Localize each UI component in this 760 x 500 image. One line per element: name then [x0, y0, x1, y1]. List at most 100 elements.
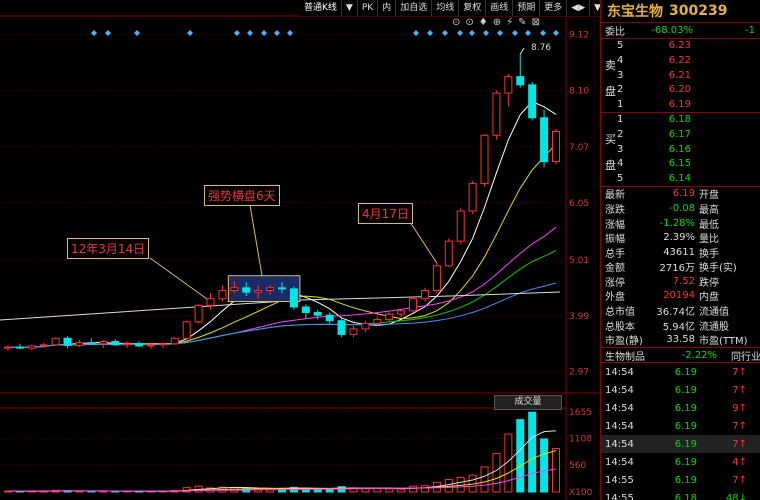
volume-bar[interactable]	[552, 448, 560, 493]
candle-body[interactable]	[146, 344, 155, 347]
volume-bar[interactable]	[504, 433, 513, 493]
kline-chart-area[interactable]: 9.12 8.10 7.07 6.05 5.01 3.99 2.97 1655 1108 560 X…	[0, 0, 607, 500]
candle-body[interactable]	[87, 342, 96, 345]
toolbar-item[interactable]: 复权	[459, 0, 487, 16]
candle-body[interactable]	[206, 298, 215, 306]
event-marker-icon[interactable]	[187, 30, 193, 36]
toolbar-item[interactable]: 更多	[540, 0, 568, 16]
candle-body[interactable]	[278, 287, 286, 290]
volume-bar[interactable]	[397, 488, 406, 493]
event-marker-icon[interactable]	[427, 30, 433, 36]
candle-body[interactable]	[135, 343, 144, 347]
candle-body[interactable]	[27, 345, 36, 349]
tick-row[interactable]: 14:55 6.18 48↓	[601, 489, 760, 500]
toolbar-item[interactable]: 均线	[432, 0, 460, 16]
candle-body[interactable]	[516, 76, 525, 86]
candle-body[interactable]	[468, 183, 477, 212]
candle-body[interactable]	[194, 304, 203, 323]
candle-body[interactable]	[480, 134, 489, 185]
candle-body[interactable]	[325, 314, 334, 322]
event-marker-icon[interactable]	[105, 30, 111, 36]
candle-body[interactable]	[170, 337, 179, 345]
toolbar-item[interactable]: 内	[378, 0, 397, 16]
volume-bar[interactable]	[373, 488, 382, 493]
event-marker-icon[interactable]	[274, 30, 280, 36]
tick-row[interactable]: 14:54 6.19 7↑	[601, 363, 760, 381]
candle-body[interactable]	[182, 321, 191, 339]
candle-body[interactable]	[99, 341, 108, 345]
kline-chart-svg[interactable]: 9.12 8.10 7.07 6.05 5.01 3.99 2.97 1655 1108 560 X…	[0, 0, 600, 500]
chart-tool-icon[interactable]: ♦	[478, 17, 488, 28]
candle-body[interactable]	[39, 344, 48, 347]
volume-title[interactable]: 成交量	[494, 395, 562, 410]
candle-body[interactable]	[373, 319, 382, 324]
event-marker-icon[interactable]	[497, 30, 503, 36]
toolbar-item[interactable]: 普通K线	[300, 0, 342, 16]
candle-body[interactable]	[63, 337, 72, 346]
candle-body[interactable]	[123, 343, 132, 346]
candle-body[interactable]	[456, 210, 465, 242]
volume-bar[interactable]	[516, 419, 525, 493]
tick-row[interactable]: 14:55 6.19 7↑	[601, 471, 760, 489]
tick-row[interactable]: 14:54 6.19 4↑	[601, 453, 760, 471]
volume-bar[interactable]	[480, 466, 489, 493]
tick-row[interactable]: 14:54 6.19 7↑	[601, 381, 760, 399]
volume-bar[interactable]	[528, 411, 537, 493]
chart-tool-icon[interactable]: ⊙	[465, 17, 474, 28]
sector-link[interactable]: 同行业	[731, 351, 760, 363]
event-marker-icon[interactable]	[134, 30, 140, 36]
toolbar-item[interactable]: ◀▶	[567, 0, 591, 16]
candle-body[interactable]	[528, 84, 537, 119]
candle-body[interactable]	[111, 341, 120, 346]
event-marker-icon[interactable]	[413, 30, 419, 36]
chart-tool-icon[interactable]: ✎	[518, 17, 527, 28]
candle-body[interactable]	[504, 76, 513, 94]
toolbar-item[interactable]: PK	[358, 0, 379, 16]
volume-bar[interactable]	[540, 438, 549, 493]
event-marker-icon[interactable]	[261, 30, 267, 36]
candle-body[interactable]	[75, 342, 84, 346]
event-marker-icon[interactable]	[512, 30, 518, 36]
candle-body[interactable]	[4, 346, 12, 349]
toolbar-item[interactable]: 加自选	[396, 0, 433, 16]
event-marker-icon[interactable]	[442, 30, 448, 36]
candle-body[interactable]	[230, 287, 239, 292]
candle-body[interactable]	[254, 290, 263, 293]
volume-bar[interactable]	[409, 485, 418, 493]
candle-body[interactable]	[349, 328, 358, 335]
candle-body[interactable]	[397, 310, 406, 315]
volume-bar[interactable]	[254, 488, 263, 493]
candle-body[interactable]	[444, 240, 453, 267]
tick-row[interactable]: 14:54 6.19 7↑	[601, 435, 760, 454]
candle-body[interactable]	[313, 311, 322, 316]
event-marker-icon[interactable]	[525, 30, 531, 36]
candle-body[interactable]	[361, 322, 370, 330]
event-marker-icon[interactable]	[91, 30, 97, 36]
event-marker-icon[interactable]	[469, 30, 475, 36]
volume-bar[interactable]	[492, 452, 501, 493]
toolbar-item[interactable]: 画线	[486, 0, 514, 16]
chart-tool-icon[interactable]: ⚡	[506, 17, 514, 28]
candle-body[interactable]	[158, 343, 167, 346]
candle-body[interactable]	[15, 346, 24, 349]
candle-body[interactable]	[552, 130, 560, 163]
chart-tool-icon[interactable]: ⊕	[492, 17, 502, 28]
candle-body[interactable]	[51, 337, 60, 346]
candle-body[interactable]	[301, 306, 310, 313]
chart-tool-icon[interactable]: ⊙	[452, 17, 461, 28]
candle-body[interactable]	[242, 287, 251, 293]
event-marker-icon[interactable]	[234, 30, 240, 36]
candle-body[interactable]	[289, 288, 298, 308]
candle-body[interactable]	[432, 265, 441, 292]
candle-body[interactable]	[218, 290, 227, 300]
tick-row[interactable]: 14:54 6.19 9↑	[601, 399, 760, 417]
event-marker-icon[interactable]	[457, 30, 463, 36]
candle-body[interactable]	[420, 290, 429, 300]
candle-body[interactable]	[540, 117, 549, 163]
volume-bar[interactable]	[420, 485, 429, 493]
event-marker-icon[interactable]	[247, 30, 253, 36]
candle-body[interactable]	[409, 298, 418, 312]
sector-row[interactable]: 生物制品 -2.22% 同行业	[601, 347, 760, 363]
event-marker-icon[interactable]	[553, 30, 559, 36]
chart-tool-icon[interactable]: ⊠	[531, 17, 540, 28]
